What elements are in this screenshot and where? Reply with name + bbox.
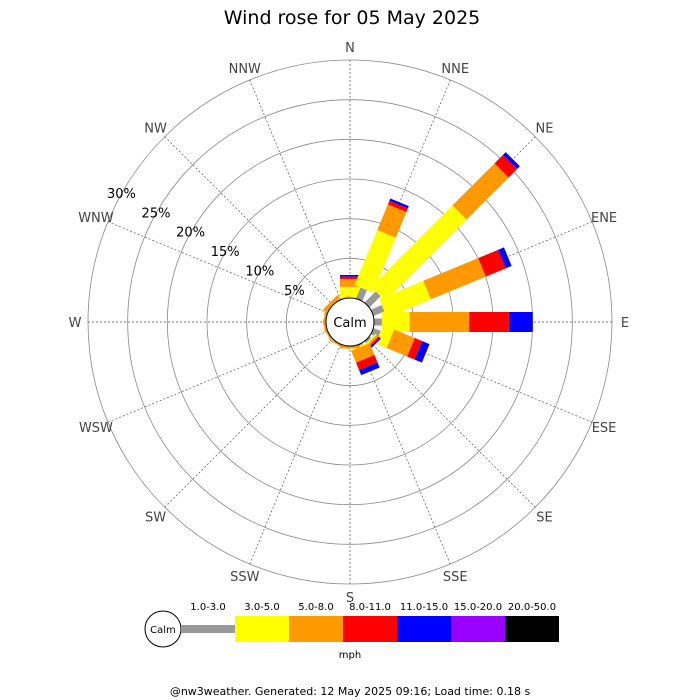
direction-label-ssw: SSW xyxy=(230,570,260,585)
direction-label-nne: NNE xyxy=(441,62,469,77)
bar-nne-11.0-15.0 xyxy=(389,198,409,209)
bar-ene-5.0-8.0 xyxy=(423,258,486,300)
direction-label-se: SE xyxy=(536,510,552,525)
direction-label-ese: ESE xyxy=(592,421,617,436)
legend-label-15.0-20.0: 15.0-20.0 xyxy=(454,602,502,613)
calm-label: Calm xyxy=(333,316,366,331)
bar-nne-3.0-5.0 xyxy=(354,230,396,293)
bar-ese-8.0-11.0 xyxy=(407,338,423,360)
bar-n-3.0-5.0 xyxy=(340,286,360,298)
direction-label-w: W xyxy=(69,316,82,331)
bar-e-5.0-8.0 xyxy=(409,312,470,332)
direction-label-sw: SW xyxy=(145,510,166,525)
direction-label-e: E xyxy=(621,316,629,331)
direction-label-nnw: NNW xyxy=(229,62,261,77)
bar-n-11.0-15.0 xyxy=(340,274,360,277)
bar-ne-8.0-11.0 xyxy=(494,154,518,178)
bar-ese-5.0-8.0 xyxy=(386,329,415,357)
bar-sse-5.0-8.0 xyxy=(351,343,375,363)
bar-ene-8.0-11.0 xyxy=(478,249,506,277)
bar-sse-11.0-15.0 xyxy=(359,362,380,376)
bar-ne-5.0-8.0 xyxy=(452,163,509,220)
footer-text: @nw3weather. Generated: 12 May 2025 09:1… xyxy=(170,685,531,698)
direction-label-wnw: WNW xyxy=(78,211,114,226)
direction-label-s: S xyxy=(346,591,354,606)
grid-ring xyxy=(127,99,573,545)
chart-title: Wind rose for 05 May 2025 xyxy=(224,7,481,29)
direction-label-ene: ENE xyxy=(591,211,617,226)
legend-swatch-8.0-11.0 xyxy=(343,616,397,642)
bar-ese-3.0-5.0 xyxy=(375,324,395,349)
bar-ene-3.0-5.0 xyxy=(379,280,431,318)
bar-ene-11.0-15.0 xyxy=(498,247,512,269)
radial-tick-label: 5% xyxy=(284,284,305,299)
legend-calm-label: Calm xyxy=(150,625,176,636)
calm-marker: Calm xyxy=(325,297,375,347)
direction-label-wsw: WSW xyxy=(79,421,113,436)
bar-se-1.0-3.0 xyxy=(364,336,372,344)
legend-unit: mph xyxy=(339,650,361,661)
legend-swatch-1.0-3.0 xyxy=(181,625,235,633)
bar-nne-1.0-3.0 xyxy=(355,287,367,302)
radial-tick-label: 30% xyxy=(107,187,136,202)
bar-ne-11.0-15.0 xyxy=(502,152,520,170)
radial-tick-labels: 5% 10% 15% 20% 25% 30% xyxy=(107,187,305,299)
radial-tick-label: 25% xyxy=(142,206,171,221)
radial-tick-label: 10% xyxy=(245,265,274,280)
bar-e-11.0-15.0 xyxy=(508,312,533,332)
legend-swatch-5.0-8.0 xyxy=(289,616,343,642)
legend-label-3.0-5.0: 3.0-5.0 xyxy=(244,602,279,613)
direction-label-sse: SSE xyxy=(443,570,468,585)
legend-label-1.0-3.0: 1.0-3.0 xyxy=(190,602,225,613)
bar-e-8.0-11.0 xyxy=(469,312,509,332)
bar-sse-1.0-3.0 xyxy=(355,342,364,347)
wind-bars xyxy=(322,152,533,376)
bar-sse-8.0-11.0 xyxy=(356,355,378,370)
bar-nne-5.0-8.0 xyxy=(377,204,407,238)
bar-ene-1.0-3.0 xyxy=(370,305,385,317)
bar-sse-3.0-5.0 xyxy=(350,341,370,351)
bar-n-8.0-11.0 xyxy=(340,276,360,279)
legend-swatch-20.0-50.0 xyxy=(505,616,559,642)
speed-legend: Calm 1.0-3.0 3.0-5.0 5.0-8.0 8.0-11.0 11.0-1… xyxy=(144,602,559,661)
radial-tick-label: 15% xyxy=(211,245,240,260)
legend-swatch-15.0-20.0 xyxy=(451,616,505,642)
bar-ne-3.0-5.0 xyxy=(371,205,467,301)
bar-e-3.0-5.0 xyxy=(381,312,410,332)
direction-label-ne: NE xyxy=(535,122,553,137)
direction-label-nw: NW xyxy=(144,122,167,137)
legend-label-8.0-11.0: 8.0-11.0 xyxy=(349,602,391,613)
legend-swatch-11.0-15.0 xyxy=(397,616,451,642)
bar-ese-1.0-3.0 xyxy=(370,327,381,338)
radial-tick-label: 20% xyxy=(176,226,205,241)
legend-label-20.0-50.0: 20.0-50.0 xyxy=(508,602,556,613)
bar-ese-11.0-15.0 xyxy=(414,341,430,363)
direction-label-n: N xyxy=(345,41,355,56)
bar-ne-1.0-3.0 xyxy=(364,291,381,308)
direction-labels: N NNE NE ENE E ESE SE SSE S SSW SW WSW W WNW NW NNW xyxy=(69,41,630,606)
legend-label-11.0-15.0: 11.0-15.0 xyxy=(400,602,448,613)
legend-swatch-3.0-5.0 xyxy=(235,616,289,642)
bar-e-1.0-3.0 xyxy=(374,318,382,326)
legend-label-5.0-8.0: 5.0-8.0 xyxy=(298,602,333,613)
bar-nne-8.0-11.0 xyxy=(387,200,408,213)
